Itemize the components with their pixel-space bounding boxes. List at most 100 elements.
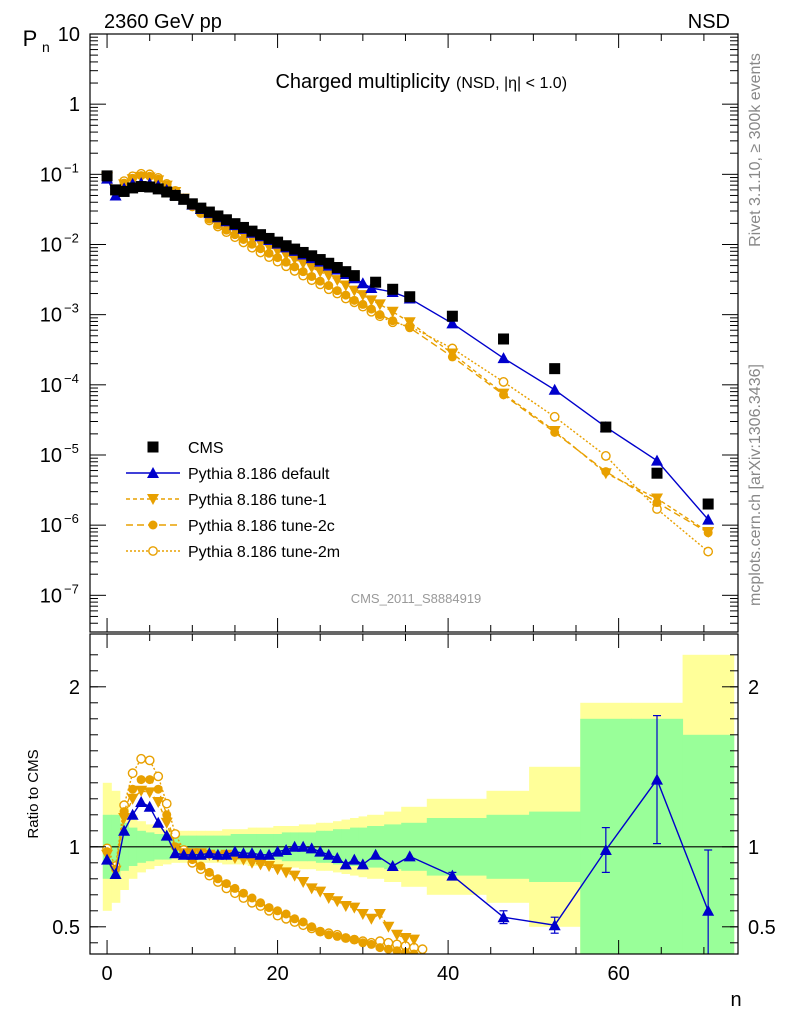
cms-point bbox=[348, 270, 360, 282]
pythia-8-186-default-point bbox=[237, 847, 250, 859]
ratio-y-tick-label: 1 bbox=[69, 837, 80, 859]
pythia-8-186-tune-2c-point bbox=[392, 946, 402, 954]
pythia-8-186-tune-2m-point bbox=[600, 451, 611, 461]
legend-entry-pythia-8-186-tune-1: Pythia 8.186 tune-1 bbox=[126, 492, 327, 509]
y-tick-exponent: −7 bbox=[64, 581, 79, 596]
pythia-8-186-default-line bbox=[106, 778, 709, 926]
y-tick-exponent: −2 bbox=[64, 230, 79, 245]
pythia-8-186-tune-2c-point bbox=[358, 299, 368, 309]
y-tick-exponent: −3 bbox=[64, 301, 79, 316]
pythia-8-186-tune-1-point bbox=[497, 388, 510, 400]
ratio-y-tick-label-right: 0.5 bbox=[748, 917, 776, 939]
pythia-8-186-tune-1-point bbox=[651, 493, 663, 505]
pythia-8-186-tune-1-point bbox=[305, 262, 318, 274]
cms-point bbox=[263, 232, 275, 244]
pythia-8-186-default-point bbox=[497, 911, 510, 923]
pythia-8-186-tune-2c-point bbox=[383, 944, 393, 954]
pythia-8-186-tune-2c-point bbox=[290, 914, 300, 924]
pythia-8-186-default-point bbox=[143, 800, 156, 812]
legend-entry-pythia-8-186-tune-2m: Pythia 8.186 tune-2m bbox=[126, 544, 340, 561]
cms-point bbox=[152, 183, 164, 195]
pythia-8-186-tune-1-point bbox=[322, 893, 335, 904]
pythia-8-186-tune-2c-point bbox=[332, 931, 342, 941]
pythia-8-186-tune-1-point bbox=[297, 877, 310, 888]
legend-marker bbox=[147, 441, 159, 453]
pythia-8-186-tune-1-point bbox=[152, 797, 165, 808]
pythia-8-186-tune-2m-point bbox=[549, 411, 560, 422]
pythia-8-186-tune-2c-point bbox=[315, 927, 325, 937]
y-tick-label: 10 bbox=[40, 234, 62, 256]
pythia-8-186-default-point bbox=[651, 454, 663, 466]
cms-point bbox=[169, 189, 181, 201]
legend: CMS Pythia 8.186 default Pythia 8.186 tune… bbox=[126, 440, 340, 561]
pythia-8-186-tune-2m-point bbox=[170, 829, 181, 839]
pythia-8-186-tune-2c-point bbox=[128, 784, 138, 794]
pythia-8-186-default-point bbox=[702, 904, 715, 916]
pythia-8-186-tune-2m-point bbox=[144, 755, 155, 766]
pythia-8-186-tune-1-point bbox=[280, 249, 293, 261]
pythia-8-186-default-point bbox=[548, 919, 561, 931]
pythia-8-186-default-point bbox=[497, 352, 510, 364]
pythia-8-186-tune-2c-point bbox=[213, 874, 223, 884]
cms-point bbox=[246, 225, 258, 237]
pythia-8-186-tune-1-point bbox=[254, 859, 267, 871]
pythia-8-186-tune-2c-point bbox=[375, 943, 385, 953]
pythia-8-186-tune-2c-point bbox=[273, 253, 283, 263]
pythia-8-186-default-point bbox=[314, 845, 327, 857]
cms-point bbox=[110, 184, 122, 196]
ratio-panel: 0.5 0.51 12 20 20 40 60 Ratio to CMS n bbox=[25, 633, 776, 1011]
pythia-8-186-tune-2c-point bbox=[349, 935, 359, 945]
pythia-8-186-tune-2c-point bbox=[409, 949, 419, 954]
pythia-8-186-default-point bbox=[322, 848, 335, 860]
pythia-8-186-default-point bbox=[228, 845, 241, 857]
pythia-8-186-tune-1-point bbox=[271, 864, 284, 876]
x-tick-label: 60 bbox=[608, 963, 630, 985]
legend-label: Pythia 8.186 default bbox=[188, 466, 330, 483]
pythia-8-186-default-point bbox=[297, 840, 310, 852]
pythia-8-186-tune-2c-point bbox=[341, 290, 351, 300]
rivet-label: Rivet 3.1.10, ≥ 300k events bbox=[747, 53, 764, 247]
pythia-8-186-tune-2m-point bbox=[703, 546, 714, 557]
pythia-8-186-default-point bbox=[126, 808, 139, 820]
pythia-8-186-tune-1-point bbox=[403, 317, 416, 329]
process-label: NSD bbox=[688, 11, 730, 33]
pythia-8-186-tune-2c-point bbox=[298, 267, 308, 277]
pythia-8-186-tune-1-point bbox=[271, 245, 284, 257]
cms-point bbox=[161, 186, 173, 198]
pythia-8-186-tune-1-point bbox=[305, 883, 318, 895]
pythia-8-186-tune-1-point bbox=[246, 857, 258, 869]
pythia-8-186-tune-1-point bbox=[365, 913, 378, 925]
pythia-8-186-tune-2c-point bbox=[230, 883, 240, 893]
cms-point bbox=[178, 193, 190, 205]
cms-point bbox=[340, 266, 352, 278]
pythia-8-186-tune-2c-point bbox=[196, 861, 206, 871]
legend-marker bbox=[147, 467, 159, 478]
pythia-8-186-tune-2m-point bbox=[498, 377, 509, 387]
pythia-8-186-tune-1-point bbox=[408, 934, 420, 946]
pythia-8-186-default-point bbox=[599, 844, 612, 855]
pythia-8-186-tune-1-point bbox=[548, 425, 561, 437]
cms-point bbox=[446, 310, 458, 322]
mcplots-label: mcplots.cern.ch [arXiv:1306.3436] bbox=[747, 364, 764, 606]
pythia-8-186-tune-1-point bbox=[356, 909, 369, 920]
y-tick-label: 10 bbox=[40, 585, 62, 607]
pythia-8-186-tune-1-point bbox=[365, 295, 378, 307]
pythia-8-186-default-point bbox=[186, 848, 199, 860]
pythia-8-186-tune-2c-point bbox=[388, 316, 398, 326]
pythia-8-186-tune-2c-point bbox=[349, 295, 359, 305]
cms-point bbox=[255, 229, 267, 241]
energy-label: 2360 GeV pp bbox=[104, 11, 222, 33]
y-tick-exponent: −6 bbox=[64, 511, 79, 526]
pythia-8-186-tune-2m-point bbox=[153, 771, 164, 782]
pythia-8-186-tune-2c-point bbox=[136, 775, 146, 785]
cms-point bbox=[306, 250, 318, 262]
cms-point bbox=[323, 257, 335, 269]
cms-point bbox=[195, 202, 207, 214]
pythia-8-186-default-point bbox=[548, 383, 561, 395]
pythia-8-186-tune-1-point bbox=[126, 793, 139, 805]
pythia-8-186-tune-1-point bbox=[143, 787, 156, 799]
cms-point bbox=[135, 181, 147, 193]
pythia-8-186-default-point bbox=[386, 860, 399, 871]
pythia-8-186-tune-2c-series bbox=[102, 775, 419, 954]
legend-marker bbox=[147, 494, 159, 505]
